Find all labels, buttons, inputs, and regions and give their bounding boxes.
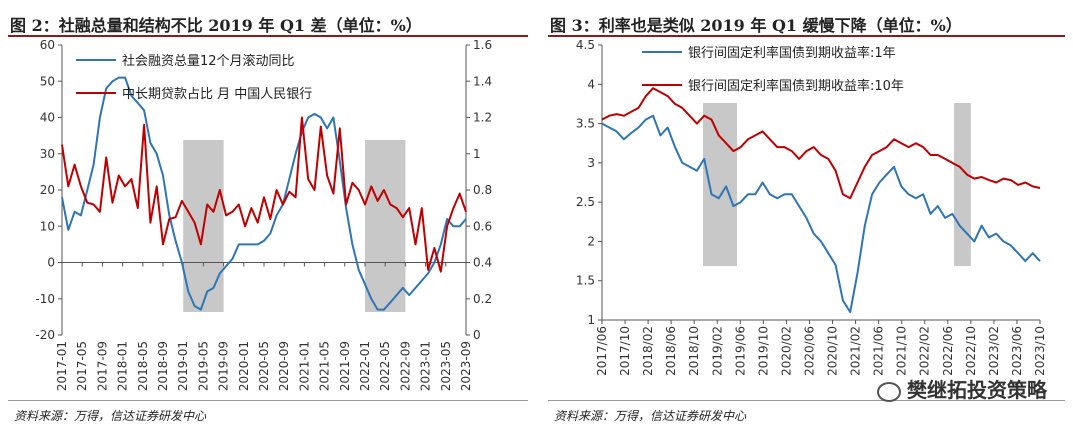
right-title-rule <box>548 35 1065 37</box>
x-tick-label: 2021/02 <box>849 326 863 376</box>
x-tick-label: 2022/06 <box>941 326 955 376</box>
y-tick-label: 2 <box>587 234 595 248</box>
x-tick-label: 2017-01 <box>55 341 69 391</box>
shaded-period <box>703 103 737 266</box>
y-right-tick-label: 0.4 <box>473 256 492 270</box>
x-tick-label: 2020/10 <box>826 326 840 376</box>
left-source: 资料来源：万得，信达证券研发中心 <box>14 409 207 423</box>
x-tick-label: 2017-05 <box>75 341 89 391</box>
x-tick-label: 2019-09 <box>217 341 231 391</box>
y-tick-label: 30 <box>40 147 55 161</box>
shaded-period <box>954 103 971 266</box>
x-tick-label: 2023/02 <box>987 326 1001 376</box>
right-chart-title: 图 3：利率也是类似 2019 年 Q1 缓慢下降（单位：%） <box>550 16 962 35</box>
y-tick-label: 50 <box>40 74 55 88</box>
x-tick-label: 2022/02 <box>918 326 932 376</box>
legend-label: 中长期贷款占比 月 中国人民银行 <box>122 87 312 102</box>
shaded-period <box>365 140 406 312</box>
x-tick-label: 2020-05 <box>257 341 271 391</box>
x-tick-label: 2021/10 <box>895 326 909 376</box>
x-tick-label: 2023/10 <box>1033 326 1047 376</box>
right-chart: 1 1.5 2 2.5 3 3.5 4 4.5 2017/06 2017/10 2018/02 201… <box>576 38 1047 376</box>
y-tick-label: 3 <box>587 156 595 170</box>
y-right-tick-label: 0 <box>473 328 481 342</box>
series-line-2 <box>61 116 467 273</box>
legend-label: 社会融资总量12个月滚动同比 <box>122 53 295 69</box>
y-right-tick-label: 0.6 <box>473 219 492 233</box>
x-tick-label: 2017-09 <box>95 341 109 391</box>
left-title-rule <box>8 35 528 37</box>
x-tick-label: 2019/10 <box>756 326 770 376</box>
y-tick-label: 3.5 <box>576 117 595 131</box>
x-tick-label: 2019-05 <box>196 341 210 391</box>
series-line-2 <box>601 87 1041 200</box>
y-tick-label: -20 <box>35 328 55 342</box>
y-tick-label: 60 <box>40 38 55 52</box>
x-tick-label: 2022-09 <box>398 341 412 391</box>
x-tick-label: 2021-01 <box>297 341 311 391</box>
x-tick-label: 2017/06 <box>595 326 609 376</box>
series-line-1 <box>601 114 1041 314</box>
y-right-tick-label: 0.8 <box>473 183 492 197</box>
x-tick-label: 2018-09 <box>156 341 170 391</box>
x-tick-label: 2018/06 <box>664 326 678 376</box>
y-tick-label: 20 <box>40 183 55 197</box>
x-tick-label: 2021-09 <box>338 341 352 391</box>
x-tick-label: 2022-05 <box>378 341 392 391</box>
watermark: 樊继拓投资策略 <box>877 374 1047 403</box>
x-tick-label: 2018/10 <box>687 326 701 376</box>
watermark-text: 樊继拓投资策略 <box>907 378 1047 402</box>
x-tick-label: 2020-01 <box>237 341 251 391</box>
y-tick-label: 4 <box>587 77 595 91</box>
x-tick-label: 2020/02 <box>779 326 793 376</box>
wechat-icon <box>877 381 901 402</box>
y-tick-label: 1 <box>587 313 595 327</box>
x-tick-label: 2018/02 <box>641 326 655 376</box>
right-source: 资料来源：万得，信达证券研发中心 <box>554 409 747 423</box>
x-tick-label: 2022-01 <box>358 341 372 391</box>
x-tick-label: 2023-01 <box>419 341 433 391</box>
x-tick-label: 2019-01 <box>176 341 190 391</box>
x-tick-label: 2018-01 <box>116 341 130 391</box>
left-chart-panel: 图 2：社融总量和结构不比 2019 年 Q1 差（单位：%） -20 -10 0 1… <box>0 0 536 433</box>
x-tick-label: 2020-09 <box>277 341 291 391</box>
x-tick-label: 2018-05 <box>136 341 150 391</box>
y-tick-label: 10 <box>40 219 55 233</box>
y-right-tick-label: 1 <box>473 147 481 161</box>
y-tick-label: 40 <box>40 111 55 125</box>
y-right-tick-label: 1.6 <box>473 38 492 52</box>
x-tick-label: 2023/06 <box>1010 326 1024 376</box>
right-source-rule <box>548 400 1065 401</box>
x-tick-label: 2022/10 <box>964 326 978 376</box>
x-tick-label: 2019/02 <box>710 326 724 376</box>
left-chart-title: 图 2：社融总量和结构不比 2019 年 Q1 差（单位：%） <box>10 16 422 35</box>
y-right-tick-label: 1.4 <box>473 74 492 88</box>
x-tick-label: 2017/10 <box>618 326 632 376</box>
y-right-tick-label: 1.2 <box>473 111 492 125</box>
legend-label: 银行间固定利率国债到期收益率:1年 <box>688 45 896 61</box>
y-tick-label: 0 <box>47 256 55 270</box>
x-tick-label: 2020/06 <box>802 326 816 376</box>
x-tick-label: 2019/06 <box>733 326 747 376</box>
x-tick-label: 2021/06 <box>872 326 886 376</box>
y-tick-label: 1.5 <box>576 274 595 288</box>
y-right-tick-label: 0.2 <box>473 292 492 306</box>
left-source-rule <box>8 400 528 401</box>
y-tick-label: -10 <box>35 292 55 306</box>
x-tick-label: 2023-09 <box>459 341 473 391</box>
right-chart-panel: 图 3：利率也是类似 2019 年 Q1 缓慢下降（单位：%） 1 1.5 2 2.5… <box>540 0 1073 433</box>
series-line-1 <box>61 76 467 311</box>
left-chart: -20 -10 0 10 20 30 40 50 60 0 0.2 0.4 0.6 0.8 1 1.2 1.4 1… <box>35 38 492 391</box>
x-tick-label: 2023-05 <box>439 341 453 391</box>
x-tick-label: 2021-05 <box>318 341 332 391</box>
legend-label: 银行间固定利率国债到期收益率:10年 <box>688 78 904 94</box>
y-tick-label: 4.5 <box>576 38 595 52</box>
y-tick-label: 2.5 <box>576 195 595 209</box>
